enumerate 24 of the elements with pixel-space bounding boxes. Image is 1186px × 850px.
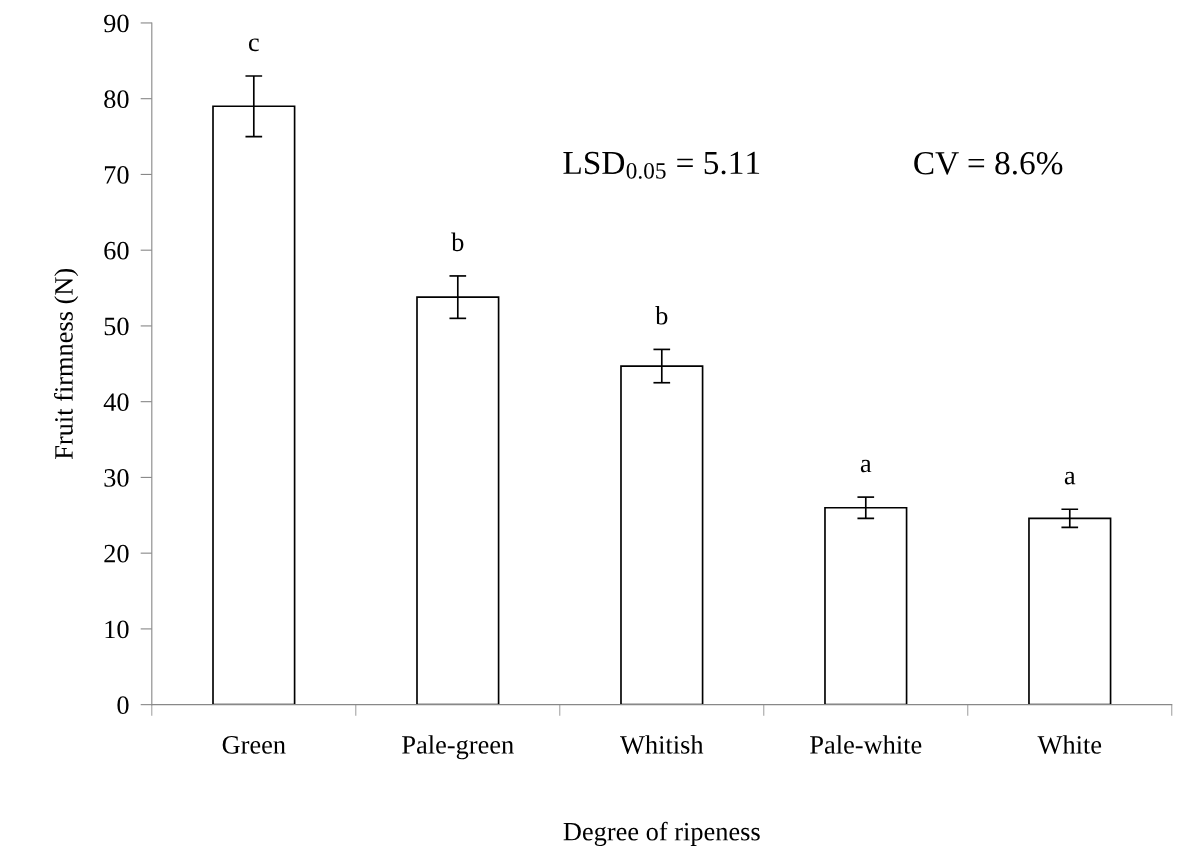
annotation: b bbox=[451, 232, 464, 252]
y-tick-label: 70 bbox=[104, 166, 129, 184]
y-tick-label: 80 bbox=[104, 90, 129, 109]
x-tick-label: Green bbox=[222, 736, 286, 754]
annotation: a bbox=[1064, 471, 1076, 485]
y-tick-label: 30 bbox=[104, 469, 129, 487]
x-tick-label: Whitish bbox=[620, 735, 704, 754]
y-axis-title: Fruit firmness (N) bbox=[54, 268, 79, 460]
x-axis-title: Degree of ripeness bbox=[563, 821, 760, 846]
annotation: c bbox=[248, 38, 259, 52]
y-tick-label: 50 bbox=[104, 317, 129, 336]
x-tick-label: Pale-green bbox=[402, 735, 514, 760]
y-tick-label: 90 bbox=[104, 14, 129, 33]
y-tick-label: 10 bbox=[105, 620, 129, 639]
y-tick-label: 0 bbox=[117, 696, 129, 715]
annotation: CV = 8.6% bbox=[914, 151, 1063, 175]
annotation: b bbox=[655, 306, 668, 325]
x-tick-label: Pale-white bbox=[810, 735, 922, 754]
y-tick-label: 40 bbox=[103, 393, 129, 412]
annotation: LSD$_{0.05}$ = 5.11 bbox=[563, 151, 760, 179]
annotation: a bbox=[860, 459, 872, 473]
y-tick-label: 60 bbox=[104, 241, 129, 260]
y-tick-label: 20 bbox=[104, 544, 129, 563]
x-tick-label: White bbox=[1037, 735, 1102, 754]
